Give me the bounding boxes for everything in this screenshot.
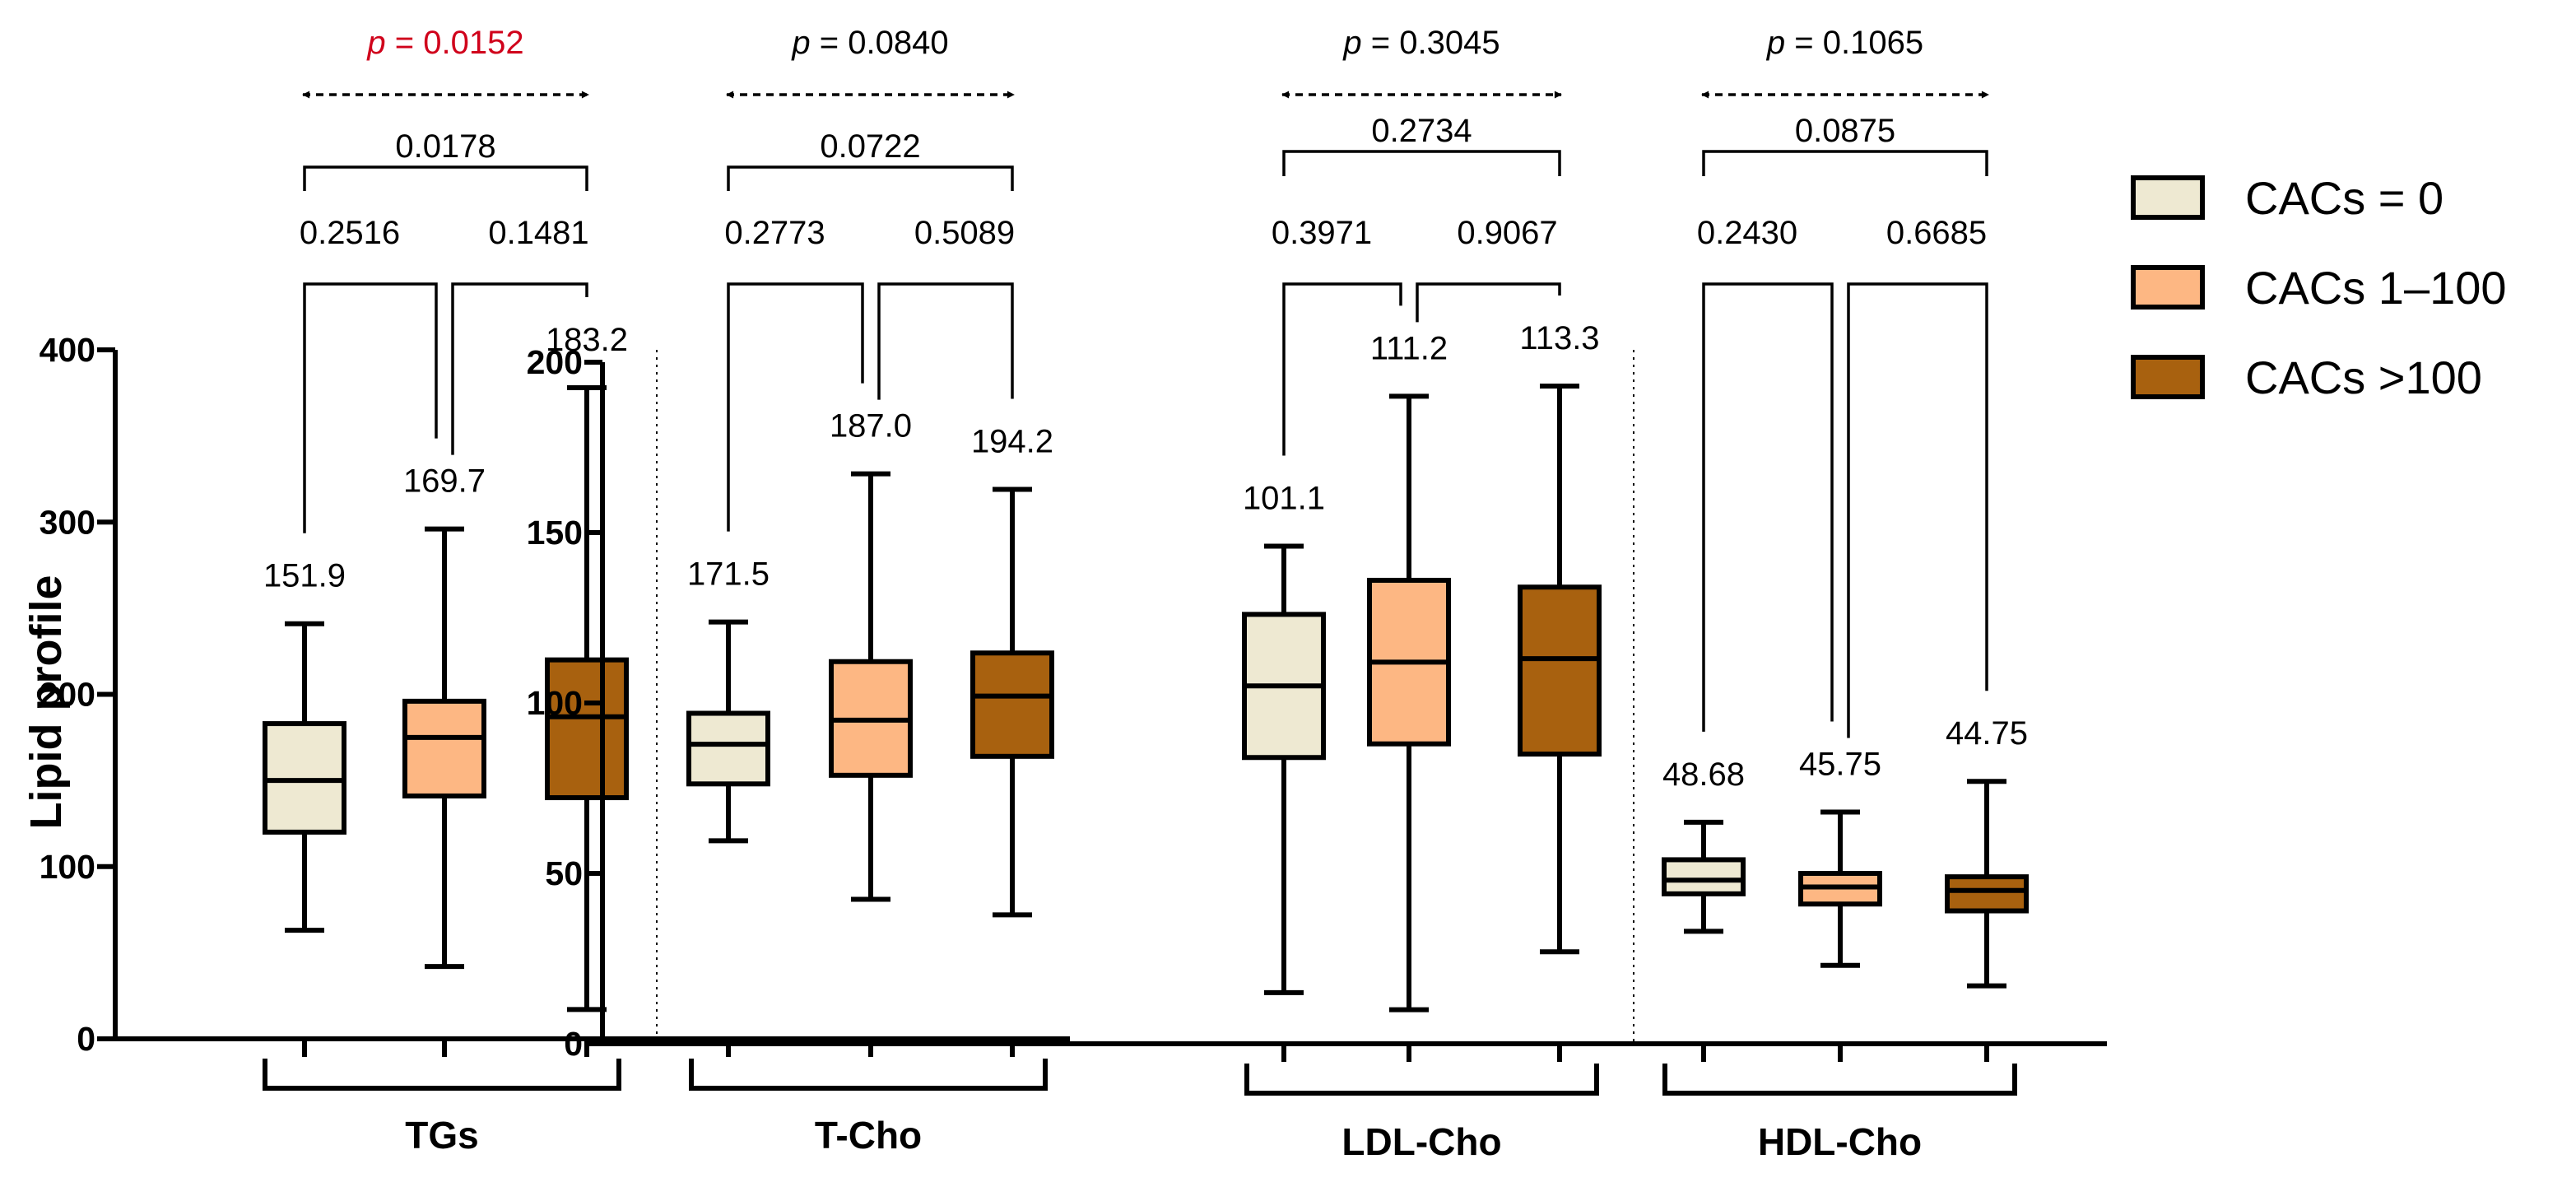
group-label-TGs: TGs: [405, 1114, 478, 1157]
pairwise-p-g1-g3: 0.2734: [1371, 113, 1472, 149]
mean-value-label: 111.2: [1370, 330, 1448, 366]
p-value-overall: p = 0.3045: [1342, 25, 1500, 61]
y-tick-label: 400: [40, 331, 95, 369]
pairwise-p-g2-g3: 0.5089: [914, 215, 1015, 251]
pairwise-p-g2-g3: 0.6685: [1886, 215, 1987, 251]
pairwise-p-g2-g3: 0.1481: [488, 215, 588, 251]
y-tick-label: 300: [40, 503, 95, 541]
p-symbol: p: [791, 25, 810, 61]
p-value-text: = 0.0152: [386, 25, 524, 61]
legend-label-2: CACs 1–100: [2245, 262, 2507, 314]
p-value-overall: p = 0.0152: [366, 25, 523, 61]
pairwise-p-g1-g3: 0.0178: [395, 128, 495, 165]
mean-value-label: 151.9: [263, 558, 346, 594]
pair-bracket-g2-g3: [1416, 282, 1561, 323]
pairwise-p-g1-g3: 0.0722: [820, 128, 920, 165]
p-value-text: = 0.1065: [1785, 25, 1923, 61]
box-TGs-2: [402, 698, 486, 798]
mean-value-label: 45.75: [1799, 746, 1881, 782]
box-T-Cho-3: [970, 650, 1054, 759]
y-tick-label: 0: [77, 1020, 95, 1058]
legend-label-1: CACs = 0: [2245, 172, 2443, 224]
box-TGs-3: [545, 657, 629, 801]
p-symbol: p: [366, 25, 385, 61]
pairwise-p-g2-g3: 0.9067: [1457, 215, 1557, 251]
plot-layer: 0 100 200 300 400 151.9 169.7 183.2 TGs p = 0.015…: [21, 25, 2507, 1163]
p-value-overall: p = 0.0840: [791, 25, 948, 61]
y-tick-label: 0: [564, 1025, 583, 1063]
mean-value-label: 187.0: [830, 408, 912, 445]
p-symbol: p: [1342, 25, 1361, 61]
y-tick-label: 200: [40, 676, 95, 714]
y-tick-label: 100: [40, 848, 95, 886]
y-tick-label: 50: [545, 854, 583, 892]
p-value-overall: p = 0.1065: [1766, 25, 1923, 61]
pair-bracket-g1-g2: [1702, 282, 1834, 732]
pair-bracket-g1-g2: [727, 282, 864, 532]
group-bracket: [1244, 1064, 1599, 1096]
mean-value-label: 48.68: [1662, 756, 1745, 793]
mean-value-label: 183.2: [546, 322, 628, 358]
group-label-T-Cho: T-Cho: [815, 1114, 922, 1157]
mean-value-label: 171.5: [687, 556, 770, 593]
p-symbol: p: [1766, 25, 1785, 61]
mean-value-label: 169.7: [403, 463, 486, 500]
pairwise-p-g1-g2: 0.2773: [724, 215, 825, 251]
group-label-HDL-Cho: HDL-Cho: [1758, 1120, 1922, 1163]
p-value-text: = 0.0840: [811, 25, 949, 61]
pair-bracket-g1-g3: [303, 165, 588, 191]
legend-label-3: CACs >100: [2245, 351, 2482, 403]
pair-bracket-g1-g3: [1282, 150, 1561, 176]
pair-bracket-g1-g2: [1282, 282, 1402, 456]
mean-value-label: 101.1: [1243, 481, 1325, 517]
group-bracket: [1662, 1064, 2017, 1096]
y-axis-label: Lipid profile: [21, 575, 71, 830]
y-tick-label: 200: [527, 343, 583, 381]
box-LDL-Cho-3: [1518, 584, 1602, 757]
box-TGs-1: [263, 721, 346, 835]
mean-value-label: 44.75: [1946, 715, 2028, 752]
legend-swatch-1: [2131, 175, 2205, 220]
pair-bracket-g2-g3: [1847, 282, 1988, 738]
pair-bracket-g1-g3: [1702, 150, 1988, 176]
group-bracket: [263, 1059, 621, 1091]
pairwise-p-g1-g3: 0.0875: [1795, 113, 1895, 149]
box-HDL-Cho-1: [1662, 857, 1746, 896]
pairwise-p-g1-g2: 0.3971: [1272, 215, 1372, 251]
legend-swatch-2: [2131, 265, 2205, 310]
pair-bracket-g2-g3: [451, 282, 588, 455]
p-value-text: = 0.3045: [1362, 25, 1500, 61]
legend-swatch-3: [2131, 355, 2205, 399]
pair-bracket-g1-g3: [727, 165, 1014, 191]
pairwise-p-g1-g2: 0.2516: [300, 215, 400, 251]
y-tick-label: 100: [527, 684, 583, 722]
mean-value-label: 113.3: [1519, 320, 1599, 356]
box-HDL-Cho-3: [1945, 874, 2029, 914]
y-tick-label: 150: [527, 514, 583, 552]
group-label-LDL-Cho: LDL-Cho: [1341, 1120, 1501, 1163]
pair-bracket-g2-g3: [877, 282, 1014, 400]
mean-value-label: 194.2: [971, 423, 1053, 459]
pairwise-p-g1-g2: 0.2430: [1697, 215, 1797, 251]
box-T-Cho-1: [686, 710, 770, 787]
group-bracket: [689, 1059, 1048, 1091]
pair-bracket-g1-g2: [303, 282, 438, 533]
